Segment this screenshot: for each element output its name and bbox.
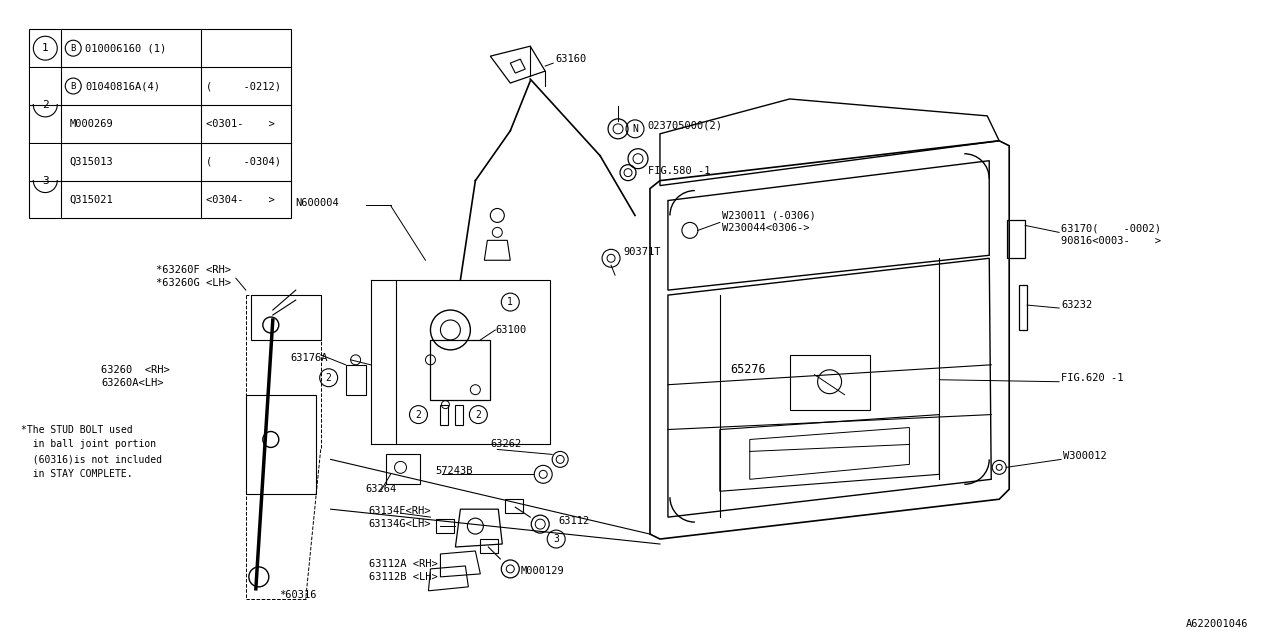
Text: W300012: W300012 [1064,451,1107,461]
Text: W230044<0306->: W230044<0306-> [722,223,809,234]
Text: 63134F<RH>: 63134F<RH> [369,506,431,516]
Text: 63264: 63264 [366,484,397,494]
Text: 63112A <RH>: 63112A <RH> [369,559,438,569]
Bar [436,519,454,533]
Bar [1007,220,1025,259]
Text: in STAY COMPLETE.: in STAY COMPLETE. [22,469,133,479]
Text: 010006160 (1): 010006160 (1) [86,43,166,53]
Text: (     -0212): ( -0212) [206,81,280,91]
Bar [456,404,463,424]
Text: *The STUD BOLT used: *The STUD BOLT used [22,424,133,435]
Text: 3: 3 [553,534,559,544]
Text: 63260  <RH>: 63260 <RH> [101,365,170,375]
Text: 3: 3 [42,175,49,186]
Bar [396,280,550,444]
Bar [790,355,869,410]
Text: 63262: 63262 [490,440,521,449]
Text: W230011 (-0306): W230011 (-0306) [722,211,815,220]
Text: 90816<0003-    >: 90816<0003- > [1061,236,1161,246]
Text: *63260G <LH>: *63260G <LH> [156,278,232,288]
Text: 63100: 63100 [495,325,526,335]
Text: M000129: M000129 [520,566,564,576]
Text: 01040816A(4): 01040816A(4) [86,81,160,91]
Text: 1: 1 [507,297,513,307]
Bar [480,539,498,553]
Text: 63112: 63112 [558,516,589,526]
Bar [246,395,316,494]
Text: N: N [632,124,637,134]
Bar [440,404,448,424]
Text: *63260F <RH>: *63260F <RH> [156,265,232,275]
Text: Q315021: Q315021 [69,195,113,205]
Text: FIG.580 -1: FIG.580 -1 [648,166,710,175]
Bar [31,144,60,180]
Bar [506,499,524,513]
Text: 63112B <LH>: 63112B <LH> [369,572,438,582]
Text: B: B [70,44,76,52]
Text: N600004: N600004 [296,198,339,207]
Text: 2: 2 [42,100,49,110]
Text: 63170(    -0002): 63170( -0002) [1061,223,1161,234]
Bar [31,68,60,104]
Text: (60316)is not included: (60316)is not included [22,454,163,465]
Text: 2: 2 [475,410,481,420]
Bar [346,365,366,395]
Text: M000269: M000269 [69,119,113,129]
Text: 63232: 63232 [1061,300,1092,310]
Text: B: B [70,81,76,90]
Text: Q315013: Q315013 [69,157,113,166]
Text: (     -0304): ( -0304) [206,157,280,166]
Text: 63160: 63160 [556,54,586,64]
Text: 1: 1 [42,43,49,53]
Text: 63176A: 63176A [291,353,328,363]
Bar [29,29,291,218]
Text: <0301-    >: <0301- > [206,119,275,129]
Text: 57243B: 57243B [435,467,472,476]
Text: 2: 2 [416,410,421,420]
Text: 2: 2 [325,372,332,383]
Text: 65276: 65276 [730,364,765,376]
Bar [1019,285,1027,330]
Text: 63260A<LH>: 63260A<LH> [101,378,164,388]
Text: *60316: *60316 [279,590,316,600]
Text: <0304-    >: <0304- > [206,195,275,205]
Text: in ball joint portion: in ball joint portion [22,440,156,449]
Bar [385,454,420,484]
Text: 90371T: 90371T [623,247,660,257]
Text: 63134G<LH>: 63134G<LH> [369,519,431,529]
Text: FIG.620 -1: FIG.620 -1 [1061,372,1124,383]
Text: A622001046: A622001046 [1187,619,1249,628]
Text: 023705000(2): 023705000(2) [646,121,722,131]
Bar [251,295,321,340]
